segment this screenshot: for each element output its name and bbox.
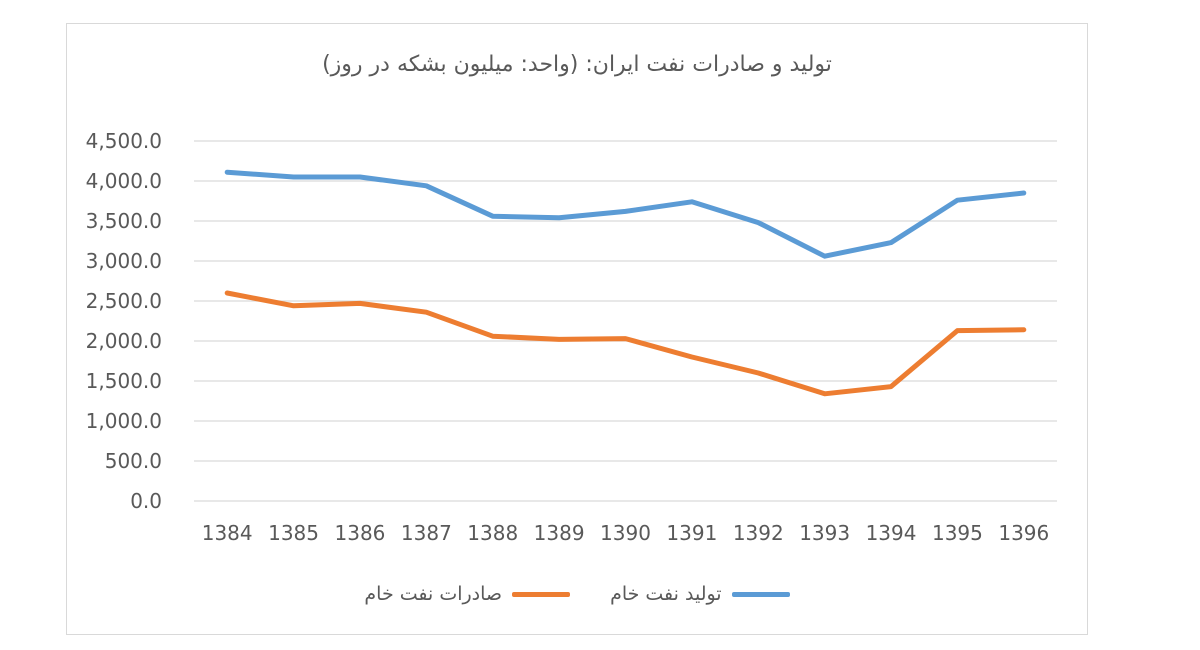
x-tick-label: 1387	[401, 521, 452, 545]
y-axis-ticks: 0.0 500.0 1,000.0 1,500.0 2,000.0 2,500.0 3,00…	[86, 129, 162, 513]
y-tick-label: 0.0	[130, 489, 162, 513]
chart-title: تولید و صادرات نفت ایران: (واحد: میلیون …	[322, 52, 832, 77]
y-tick-label: 1,500.0	[86, 369, 162, 393]
gridlines	[194, 140, 1057, 502]
y-tick-label: 3,500.0	[86, 209, 162, 233]
series-line-production	[224, 169, 1027, 259]
x-tick-label: 1395	[932, 521, 983, 545]
legend-label-production: تولید نفت خام	[610, 583, 722, 605]
y-tick-label: 2,500.0	[86, 289, 162, 313]
y-tick-label: 4,500.0	[86, 129, 162, 153]
x-tick-label: 1388	[467, 521, 518, 545]
series-line-exports	[224, 290, 1027, 397]
legend-swatch-production	[731, 591, 790, 597]
legend: تولید نفت خام صادرات نفت خام	[0, 583, 1154, 605]
x-tick-label: 1385	[268, 521, 319, 545]
y-tick-label: 1,000.0	[86, 409, 162, 433]
legend-item-production: تولید نفت خام	[610, 583, 790, 605]
x-tick-label: 1394	[866, 521, 917, 545]
x-tick-label: 1391	[666, 521, 717, 545]
x-tick-label: 1392	[733, 521, 784, 545]
x-tick-label: 1389	[534, 521, 585, 545]
legend-item-exports: صادرات نفت خام	[364, 583, 571, 605]
y-tick-label: 3,000.0	[86, 249, 162, 273]
chart-frame	[66, 23, 1088, 635]
y-tick-label: 500.0	[105, 449, 162, 473]
x-tick-label: 1396	[998, 521, 1049, 545]
x-tick-label: 1390	[600, 521, 651, 545]
legend-swatch-exports	[512, 591, 571, 597]
x-tick-label: 1384	[202, 521, 253, 545]
x-axis-ticks: 1384 1385 1386 1387 1388 1389 1390 1391 1392 1393…	[202, 521, 1050, 545]
x-tick-label: 1386	[335, 521, 386, 545]
y-tick-label: 2,000.0	[86, 329, 162, 353]
x-tick-label: 1393	[799, 521, 850, 545]
y-tick-label: 4,000.0	[86, 169, 162, 193]
series-lines	[224, 169, 1027, 397]
legend-label-exports: صادرات نفت خام	[364, 583, 503, 605]
